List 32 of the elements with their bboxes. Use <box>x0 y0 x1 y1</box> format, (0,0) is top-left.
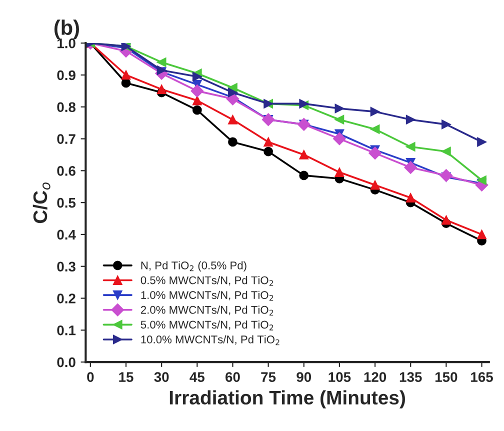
x-tick-label: 90 <box>296 372 312 382</box>
x-tick-label: 45 <box>190 372 204 382</box>
y-tick-label: 1.0 <box>58 38 76 48</box>
legend-label: 10.0% MWCNTs/N, Pd TiO$_{2}$ <box>141 335 280 346</box>
x-tick-label: 135 <box>400 372 422 382</box>
x-tick-label: 75 <box>261 372 276 382</box>
y-tick-label: 0.1 <box>57 325 76 336</box>
y-tick-label: 0.2 <box>57 294 76 304</box>
x-tick-label: 15 <box>119 372 134 382</box>
y-axis-title: C/C$_{o}$ <box>32 182 50 224</box>
x-tick-label: 150 <box>435 372 458 382</box>
chart-title: (b) <box>54 20 79 40</box>
y-tick-label: 0.9 <box>57 70 76 80</box>
y-tick-label: 0.4 <box>57 230 76 240</box>
x-tick-label: 0 <box>87 372 94 382</box>
y-tick-label: 0.0 <box>57 357 76 368</box>
x-tick-label: 30 <box>154 372 169 382</box>
legend-label: N, Pd TiO$_{2}$ (0.5% Pd) <box>141 261 246 272</box>
legend-label: 2.0% MWCNTs/N, Pd TiO$_{2}$ <box>140 306 274 316</box>
y-tick-label: 0.5 <box>57 198 76 208</box>
x-tick-label: 105 <box>328 372 351 382</box>
x-axis-title: Irradiation Time (Minutes) <box>170 390 405 408</box>
legend-label: 5.0% MWCNTs/N, Pd TiO$_{2}$ <box>140 320 274 330</box>
legend-label: 1.0% MWCNTs/N, Pd TiO$_{2}$ <box>141 290 274 301</box>
x-tick-label: 120 <box>364 372 386 382</box>
y-tick-label: 0.7 <box>57 134 76 144</box>
y-tick-label: 0.6 <box>57 166 76 176</box>
legend-label: 0.5% MWCNTs/N, Pd TiO$_{2}$ <box>140 276 274 286</box>
x-tick-label: 60 <box>226 372 240 382</box>
y-tick-label: 0.3 <box>57 262 76 272</box>
y-tick-label: 0.8 <box>57 102 76 112</box>
x-tick-label: 165 <box>471 372 493 382</box>
